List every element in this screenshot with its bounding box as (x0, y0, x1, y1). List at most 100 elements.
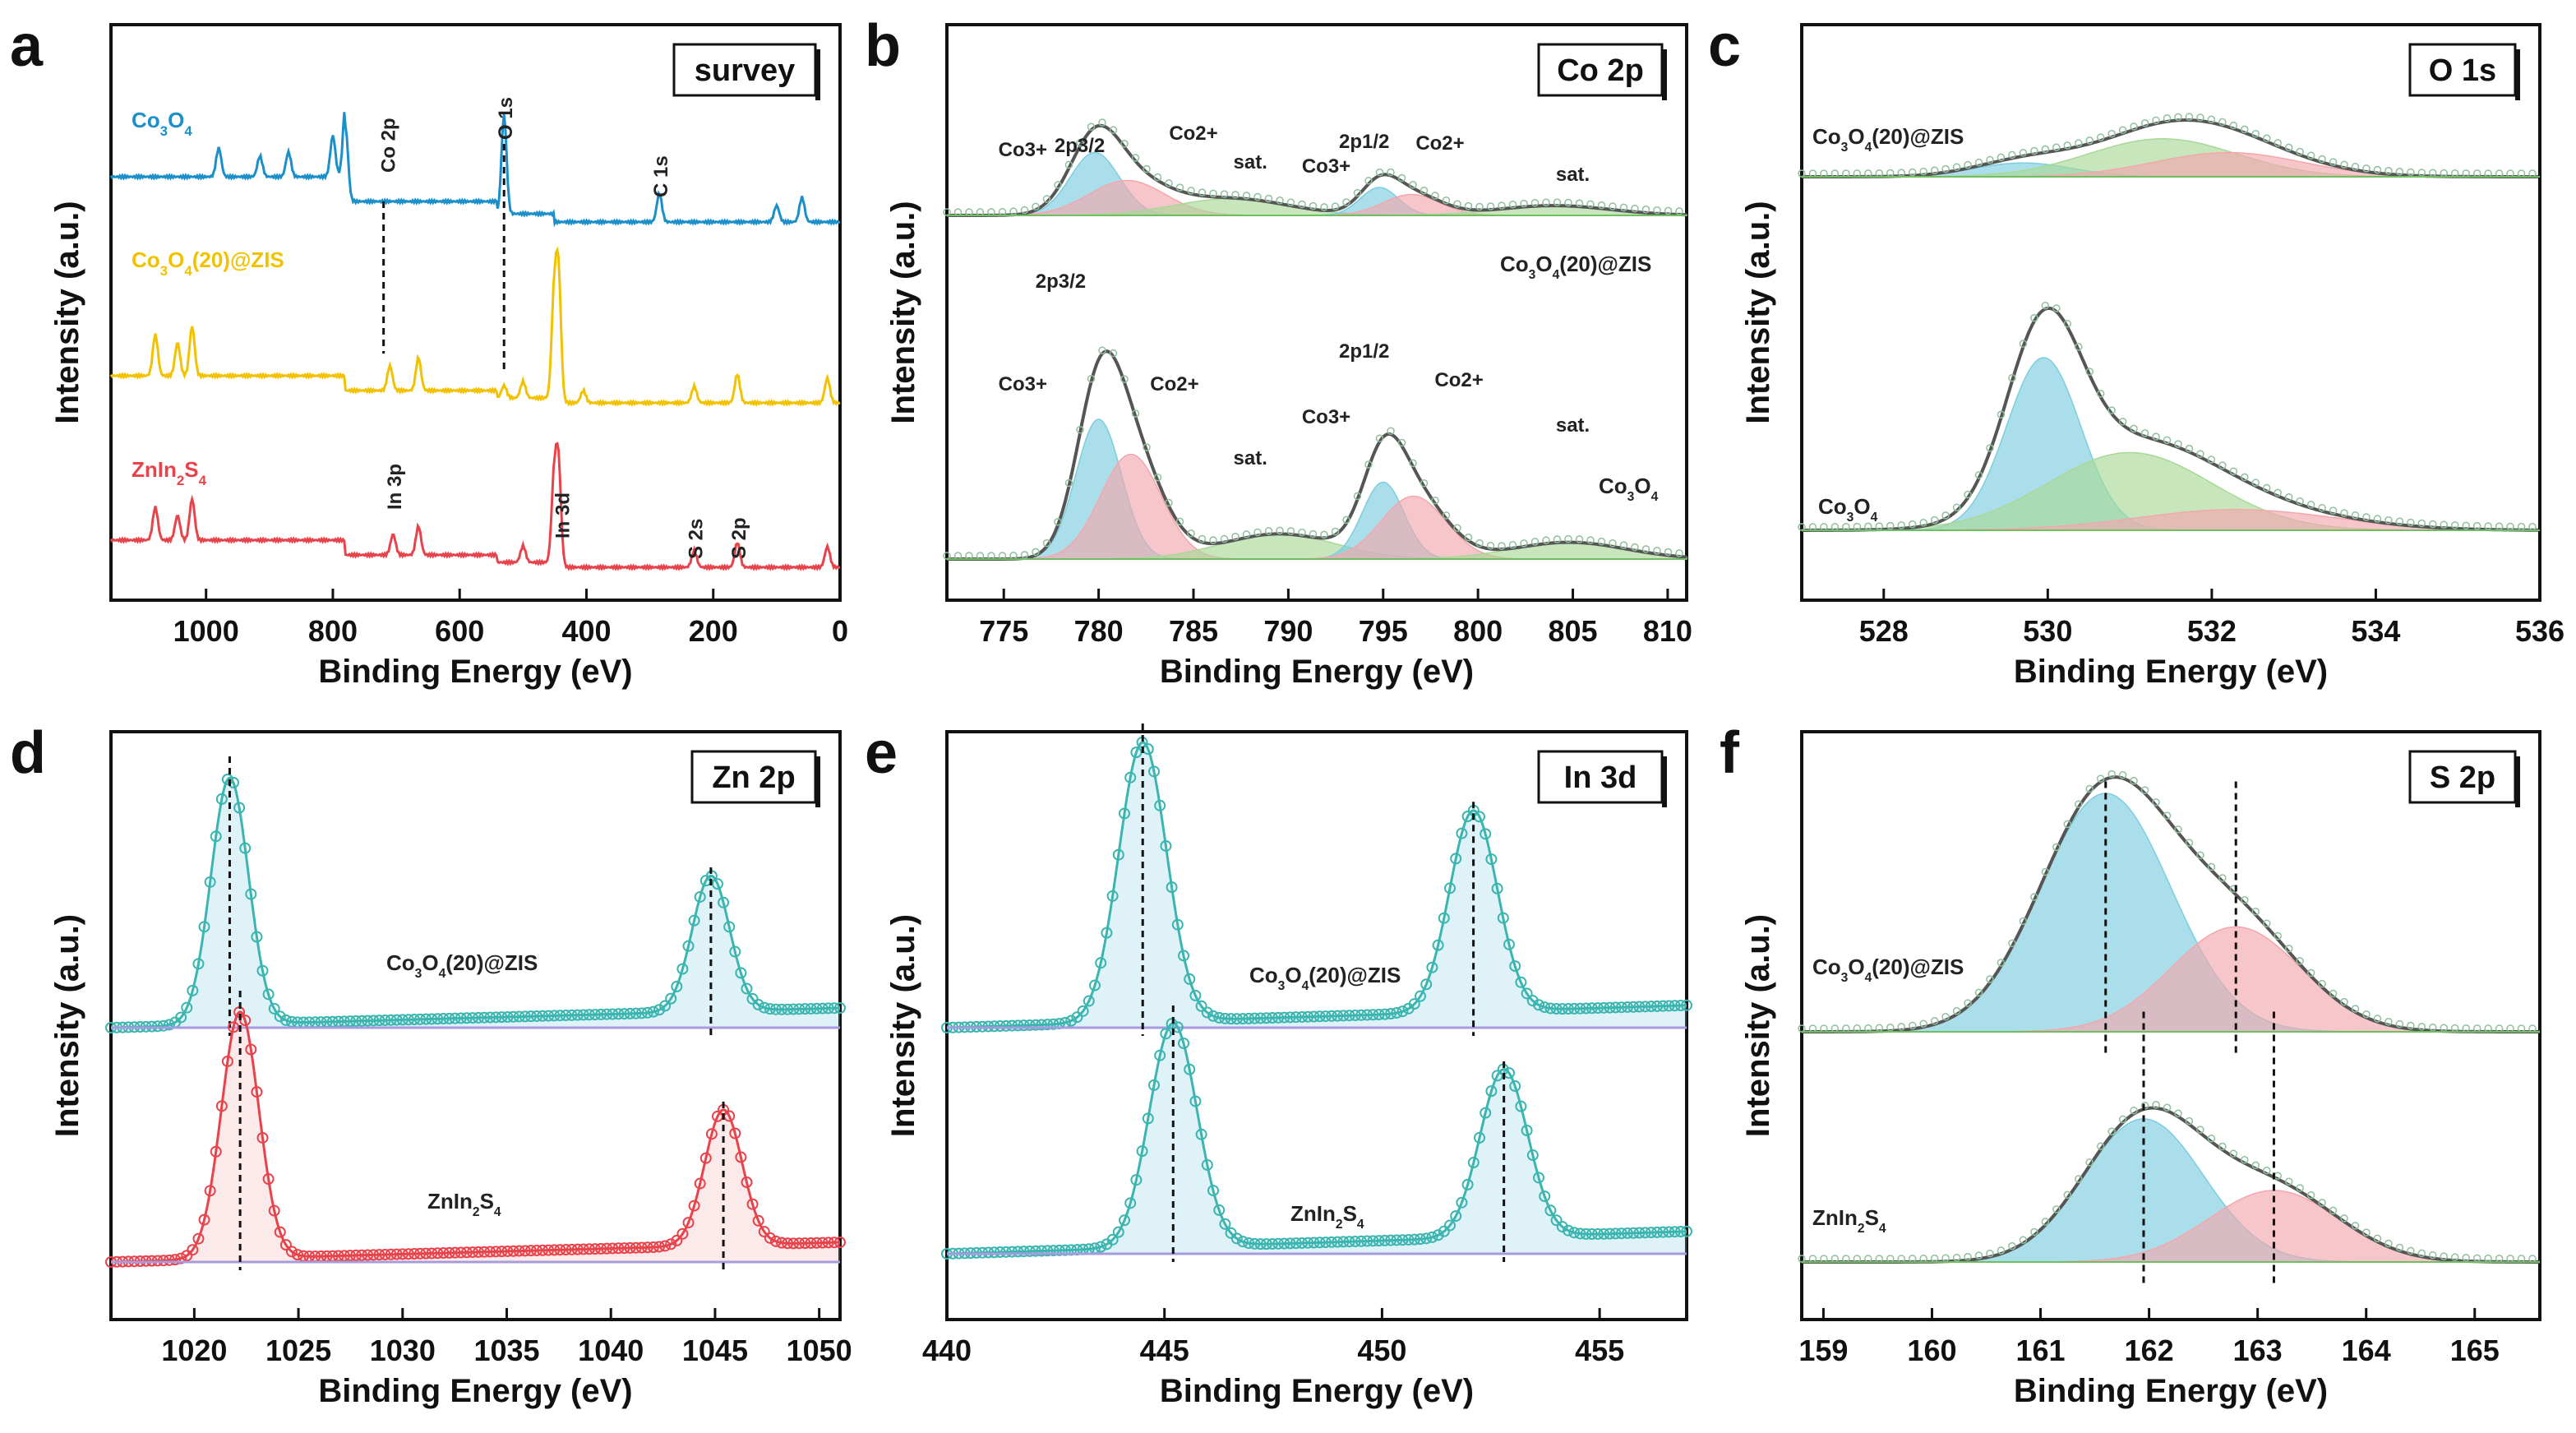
data-point (799, 1237, 811, 1250)
data-point (2472, 521, 2481, 530)
title-box (2408, 43, 2517, 97)
data-point (2251, 129, 2260, 138)
data-point (699, 1152, 712, 1164)
data-point (1542, 198, 1550, 206)
data-point (338, 1015, 350, 1028)
data-point (2196, 851, 2204, 859)
panel-title: Co 2p (1557, 53, 1644, 88)
data-point (2218, 874, 2227, 882)
data-point (2152, 116, 2160, 125)
data-point (2052, 1205, 2061, 1213)
data-point (2296, 1184, 2304, 1192)
data-point (1302, 1237, 1314, 1249)
y-axis-label: Intensity (a.u.) (885, 201, 921, 423)
data-point (607, 1008, 619, 1020)
data-point (1353, 492, 1362, 501)
x-axis-label: Binding Energy (eV) (2014, 1373, 2328, 1409)
data-point (2174, 440, 2182, 448)
data-point (414, 1013, 427, 1025)
label-part: 3 (415, 967, 422, 981)
data-point (2118, 418, 2127, 426)
data-point (2329, 1206, 2338, 1215)
panel-letter-c: c (1708, 13, 1741, 79)
data-point (816, 1002, 829, 1015)
data-point (1467, 1157, 1480, 1169)
data-point (630, 1241, 642, 1254)
x-tick-label: 805 (1548, 614, 1597, 648)
data-point (460, 1012, 473, 1024)
data-point (560, 1010, 572, 1022)
data-point (1675, 549, 1683, 557)
data-point (1491, 882, 1503, 894)
data-point (1253, 192, 1262, 201)
data-point (688, 914, 700, 927)
x-axis-label: Binding Energy (eV) (1160, 654, 1474, 690)
data-point (1148, 1079, 1160, 1091)
data-point (1195, 1128, 1207, 1140)
data-point (1408, 1233, 1420, 1246)
data-point (711, 878, 723, 890)
data-point (1230, 1232, 1243, 1245)
data-point (1230, 1013, 1243, 1025)
data-point (1160, 839, 1172, 852)
label-part: 2 (1336, 1218, 1343, 1232)
data-point (769, 1003, 782, 1015)
data-point (624, 1007, 636, 1019)
data-point (776, 1003, 788, 1015)
data-point (402, 1014, 414, 1026)
data-point (1609, 202, 1617, 210)
peak-annotation: Co3+ (999, 139, 1047, 161)
data-point (1409, 459, 1417, 468)
data-point (1286, 527, 1295, 535)
data-point (2118, 1115, 2127, 1124)
data-point (2351, 1005, 2360, 1013)
label-part: O (168, 108, 184, 132)
data-point (1225, 1013, 1237, 1025)
data-point (2030, 893, 2038, 901)
x-tick-label: 445 (1140, 1334, 1189, 1367)
label-part: Co (1500, 252, 1529, 276)
series-label-0: Co3O4(20)@ZIS (386, 950, 538, 981)
data-point (1464, 201, 1473, 210)
data-point (2407, 168, 2415, 177)
x-tick-label: 800 (1453, 614, 1503, 648)
data-point (1498, 542, 1506, 550)
data-point (262, 1173, 275, 1186)
data-point (1020, 551, 1029, 559)
label-part: 4 (1553, 268, 1560, 282)
data-point (805, 1002, 817, 1015)
data-point (1464, 533, 1473, 542)
peak-annotation: S 2p (728, 517, 750, 559)
data-point (379, 1248, 391, 1260)
title-box-shadow (815, 756, 820, 807)
series-label-1: Co3O4 (1818, 494, 1878, 525)
data-point (1364, 177, 1373, 185)
data-point (2019, 1236, 2028, 1244)
label-part: Co (1249, 963, 1278, 987)
data-point (1941, 1013, 1950, 1021)
panel-letter-f: f (1720, 720, 1740, 786)
data-point (1124, 1197, 1137, 1209)
data-point (1355, 1235, 1367, 1247)
data-point (1313, 1010, 1326, 1023)
data-point (2041, 867, 2050, 876)
data-point (1592, 1227, 1604, 1240)
data-point (367, 1249, 380, 1261)
data-point (729, 945, 741, 958)
data-point (1249, 1012, 1261, 1024)
data-point (1627, 1227, 1640, 1239)
data-point (618, 1242, 630, 1255)
data-point (373, 1249, 385, 1261)
data-point (2373, 165, 2382, 174)
data-point (408, 1014, 420, 1026)
data-point (268, 1002, 280, 1015)
data-point (350, 1249, 362, 1261)
title-box (672, 43, 817, 97)
x-tick-label: 800 (308, 614, 358, 648)
data-point (1053, 1244, 1065, 1256)
data-point (1886, 1024, 1895, 1032)
data-point (1319, 1237, 1332, 1249)
data-point (1952, 1253, 1961, 1262)
peak-annotation: O 1s (495, 97, 517, 140)
label-part: 3 (160, 263, 168, 279)
